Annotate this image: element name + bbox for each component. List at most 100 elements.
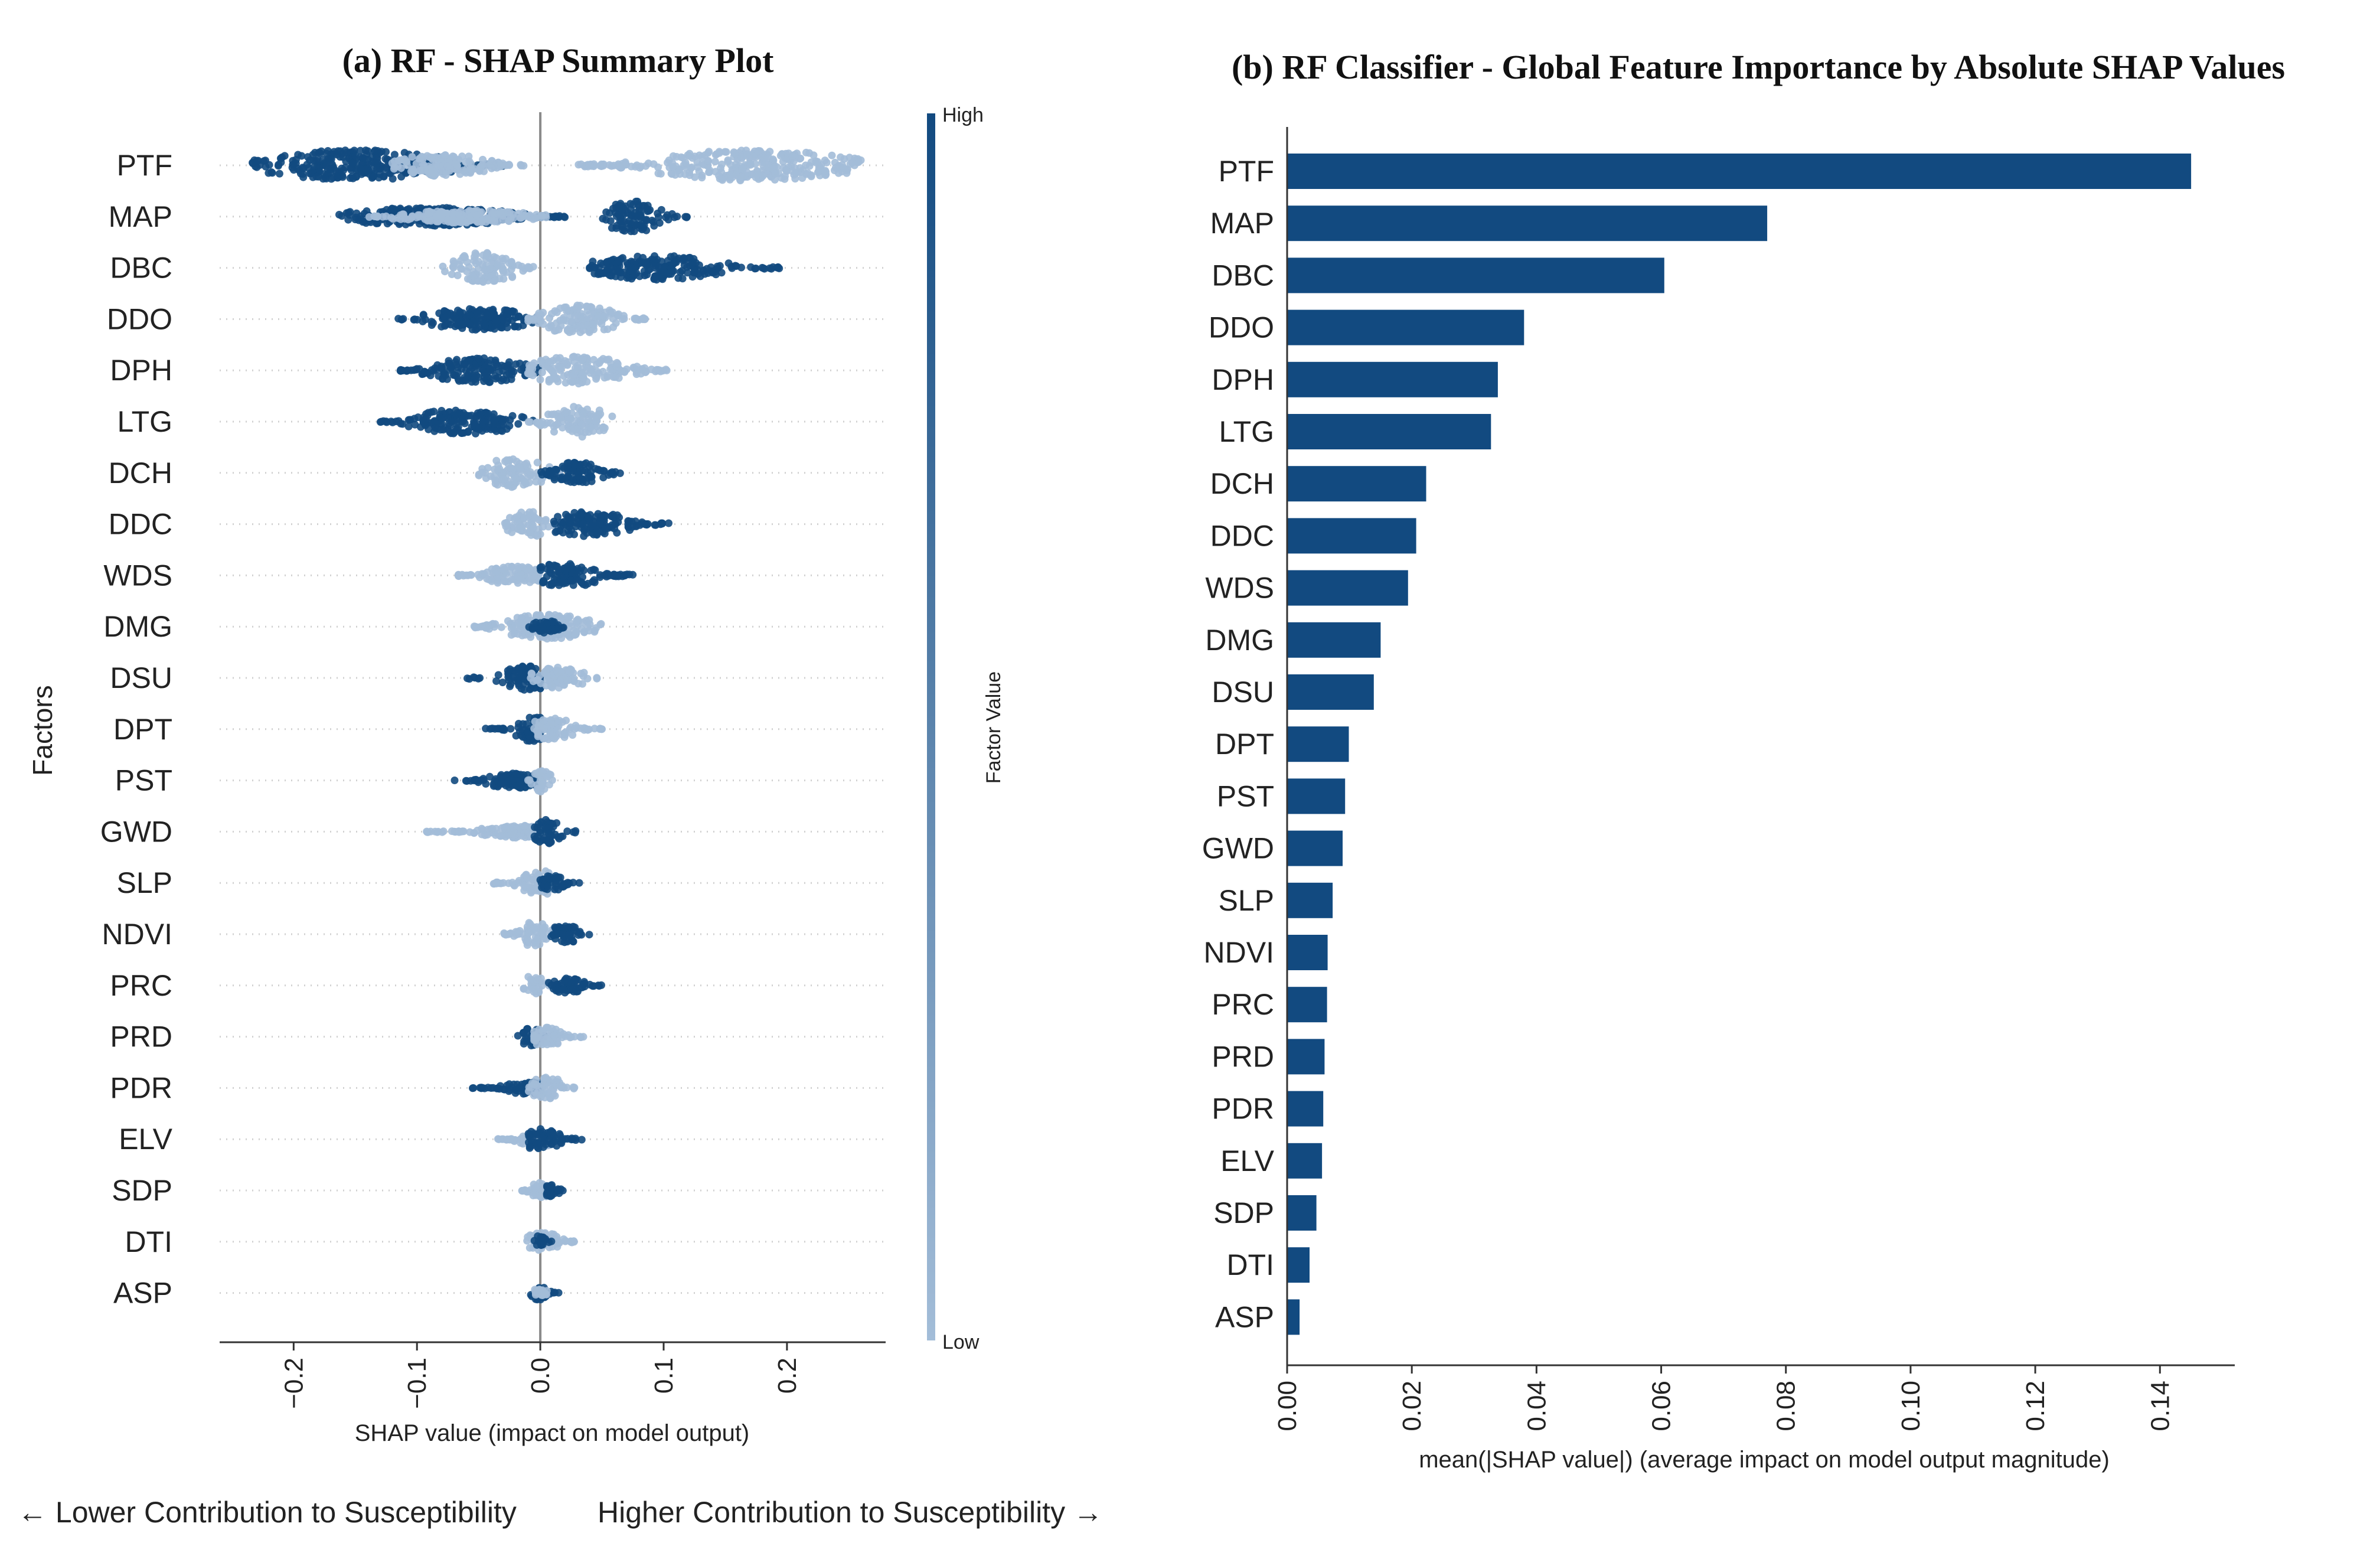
shap-dot: [432, 212, 440, 220]
shap-dot: [573, 306, 581, 314]
feature-label: MAP: [109, 200, 172, 233]
shap-dot: [609, 572, 617, 580]
shap-dot: [606, 217, 615, 225]
shap-dot: [514, 261, 523, 269]
shap-dot: [531, 514, 540, 522]
shap-dot: [499, 566, 508, 574]
shap-dot: [551, 520, 559, 528]
shap-dot: [495, 465, 504, 473]
shap-dot: [713, 262, 721, 270]
shap-dot: [525, 316, 534, 324]
shap-dot: [436, 426, 445, 434]
feature-label: DCH: [109, 456, 172, 490]
shap-dot: [496, 832, 504, 840]
shap-dot: [487, 366, 495, 374]
shap-dot: [335, 211, 343, 218]
shap-dot: [539, 320, 547, 328]
shap-dot: [450, 259, 458, 268]
shap-dot: [381, 155, 390, 163]
shap-dot: [615, 204, 623, 212]
shap-dot: [472, 211, 481, 220]
shap-dot: [438, 407, 446, 415]
shap-dot: [798, 174, 807, 182]
colorbar-low-label: Low: [942, 1331, 980, 1353]
shap-dot: [670, 267, 678, 275]
shap-dot: [448, 270, 456, 278]
shap-dot: [576, 1033, 585, 1041]
shap-dot: [427, 408, 435, 416]
shap-dot: [590, 263, 599, 272]
shap-dot: [510, 1080, 518, 1088]
shap-dot: [465, 157, 474, 165]
importance-bar: [1287, 518, 1416, 554]
shap-dot: [554, 668, 562, 677]
shap-dot: [573, 928, 581, 936]
shap-dot: [776, 152, 785, 160]
shap-dot: [488, 209, 497, 217]
shap-dot: [540, 875, 548, 883]
shap-dot: [472, 775, 480, 784]
shap-dot: [584, 579, 592, 588]
shap-dot: [613, 360, 622, 368]
shap-dot: [473, 309, 481, 317]
importance-bar: [1287, 466, 1426, 502]
shap-dot: [419, 311, 427, 319]
shap-dot: [685, 149, 694, 158]
shap-dot: [683, 213, 691, 221]
shap-dot: [518, 413, 526, 421]
category-label: DCH: [1210, 467, 1274, 500]
shap-dot: [631, 315, 639, 322]
shap-dot: [551, 307, 559, 315]
shap-dot: [410, 366, 418, 374]
shap-dot: [550, 1031, 558, 1039]
shap-dot: [537, 1093, 545, 1101]
shap-dot: [388, 418, 397, 426]
shap-dot: [504, 777, 512, 785]
shap-dot: [608, 412, 616, 420]
shap-dot: [589, 320, 597, 328]
shap-dot: [500, 823, 508, 831]
shap-dot: [356, 146, 364, 155]
importance-bar: [1287, 414, 1491, 449]
importance-bar: [1287, 1299, 1300, 1335]
feature-label: ASP: [113, 1277, 172, 1310]
x-tick-label: −0.2: [279, 1358, 308, 1409]
shap-dot: [512, 732, 520, 740]
feature-label: DPT: [113, 713, 172, 746]
shap-dot: [468, 412, 476, 420]
shap-dot: [441, 151, 449, 159]
summary-plot-x-axis: −0.2 −0.1 0.0 0.1 0.2: [220, 1341, 886, 1409]
shap-dot: [476, 408, 485, 416]
shap-dot: [537, 566, 545, 574]
shap-dot: [567, 986, 575, 994]
shap-dot: [658, 519, 667, 527]
shap-dot: [570, 631, 579, 639]
feature-label: ELV: [119, 1123, 172, 1156]
shap-dot: [475, 166, 483, 174]
shap-dot: [443, 162, 452, 171]
shap-dot: [578, 983, 586, 991]
importance-bar: [1287, 726, 1349, 762]
shap-dot: [585, 627, 593, 635]
shap-dot: [324, 147, 332, 155]
shap-dot: [484, 409, 492, 417]
shap-dot: [551, 885, 559, 893]
shap-dot: [436, 413, 444, 421]
shap-dot: [624, 220, 632, 228]
shap-dot: [463, 275, 472, 283]
shap-dot: [498, 415, 506, 423]
shap-dot: [537, 357, 545, 365]
shap-dot: [463, 674, 471, 683]
x-tick-label: 0.04: [1522, 1381, 1551, 1431]
shap-dot: [416, 154, 425, 162]
feature-label: SDP: [112, 1174, 172, 1207]
shap-dot: [444, 414, 452, 422]
shap-dot: [327, 175, 335, 183]
shap-dot: [373, 165, 381, 173]
shap-dot: [515, 564, 523, 572]
shap-dot: [403, 367, 412, 375]
shap-dot: [517, 1139, 525, 1147]
shap-dot: [553, 819, 561, 827]
shap-dot: [548, 720, 556, 728]
shap-dot: [586, 980, 594, 989]
